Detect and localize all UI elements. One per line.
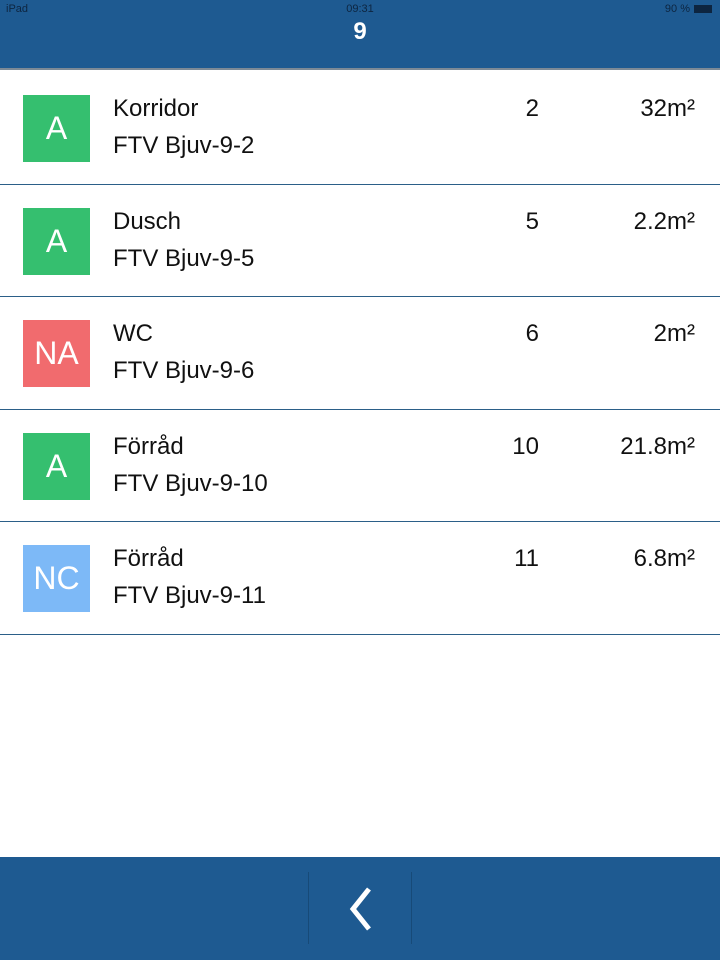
room-code: FTV Bjuv-9-2 xyxy=(113,132,255,159)
bottom-toolbar xyxy=(0,857,720,960)
battery-icon xyxy=(694,5,712,13)
divider xyxy=(308,872,309,944)
room-number: 6 xyxy=(525,320,539,347)
room-number: 2 xyxy=(525,95,539,122)
room-area: 2m² xyxy=(653,320,695,347)
room-code: FTV Bjuv-9-5 xyxy=(113,244,255,272)
room-code: FTV Bjuv-9-6 xyxy=(113,357,255,384)
room-area: 6.8m² xyxy=(633,545,695,572)
room-code: FTV Bjuv-9-11 xyxy=(113,582,266,609)
chevron-left-icon xyxy=(349,886,371,931)
list-item[interactable]: NC Förråd FTV Bjuv-9-11 11 6.8m² xyxy=(0,522,720,635)
divider xyxy=(411,872,412,944)
room-name: Förråd xyxy=(113,432,184,460)
status-badge: A xyxy=(23,207,90,275)
room-area: 21.8m² xyxy=(620,432,695,460)
room-name: Dusch xyxy=(113,207,182,235)
room-name: Korridor xyxy=(113,95,199,122)
room-name: WC xyxy=(113,320,153,347)
list-item[interactable]: NA WC FTV Bjuv-9-6 6 2m² xyxy=(0,297,720,410)
room-number: 5 xyxy=(525,207,539,235)
battery-percent: 90 % xyxy=(664,3,690,15)
page-title: 9 xyxy=(353,18,367,45)
list-item[interactable]: A Dusch FTV Bjuv-9-5 5 2.2m² xyxy=(0,185,720,297)
room-area: 32m² xyxy=(640,95,695,122)
status-badge: NA xyxy=(23,320,90,387)
room-code: FTV Bjuv-9-10 xyxy=(113,469,268,497)
status-badge: A xyxy=(23,95,90,162)
device-label: iPad xyxy=(6,3,29,15)
clock: 09:31 xyxy=(346,3,374,15)
room-number: 10 xyxy=(512,432,539,460)
navigation-bar: iPad 09:31 90 % 9 xyxy=(0,0,720,70)
room-area: 2.2m² xyxy=(633,207,695,235)
status-badge: NC xyxy=(23,545,90,612)
status-badge: A xyxy=(23,432,90,500)
back-button[interactable] xyxy=(309,857,411,960)
room-number: 11 xyxy=(514,545,539,572)
room-name: Förråd xyxy=(113,545,184,572)
list-item[interactable]: A Korridor FTV Bjuv-9-2 2 32m² xyxy=(0,72,720,185)
list-item[interactable]: A Förråd FTV Bjuv-9-10 10 21.8m² xyxy=(0,410,720,522)
room-list: A Korridor FTV Bjuv-9-2 2 32m² A Dusch F… xyxy=(0,72,720,635)
